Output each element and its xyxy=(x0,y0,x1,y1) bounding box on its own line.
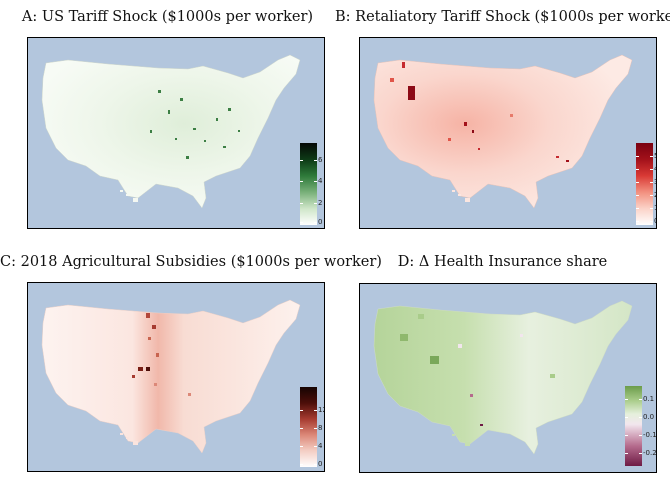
panel-c-map: 12 8 4 0 xyxy=(27,282,325,472)
legend-tick: 0 xyxy=(654,216,656,226)
panel-c-title: C: 2018 Agricultural Subsidies ($1000s p… xyxy=(0,254,382,270)
legend-tick: 4 xyxy=(318,177,323,185)
legend-tick: 8 xyxy=(318,424,323,432)
panel-d-map: 0.1 0.0 -0.1 -0.2 xyxy=(359,283,657,473)
us-map-shape xyxy=(373,300,633,455)
hawaii-islands-b xyxy=(452,190,470,202)
panel-b-title: B: Retaliatory Tariff Shock ($1000s per … xyxy=(335,9,670,25)
legend-tick: 2 xyxy=(318,199,323,207)
county-highlights-a xyxy=(150,90,240,159)
panel-a-legend: 6 4 2 0 xyxy=(300,143,324,226)
panel-c: C: 2018 Agricultural Subsidies ($1000s p… xyxy=(0,242,382,483)
legend-tick: 3 xyxy=(654,177,656,187)
legend-tick: 12 xyxy=(318,406,324,414)
panel-d: D: Δ Health Insurance share xyxy=(335,242,670,483)
county-highlights-c xyxy=(132,313,191,396)
us-map-shape xyxy=(41,299,301,454)
legend-colorbar xyxy=(625,386,642,466)
panel-b-legend: 5 4 3 2 1 0 xyxy=(636,143,656,226)
us-map-shape xyxy=(41,54,301,209)
legend-tick: -0.1 xyxy=(643,431,657,439)
legend-colorbar xyxy=(300,387,317,467)
legend-colorbar xyxy=(300,143,317,225)
county-highlights-b xyxy=(390,62,569,162)
legend-tick: 4 xyxy=(318,442,323,450)
us-choropleth-map-d xyxy=(373,300,633,455)
us-choropleth-map-c xyxy=(41,299,301,454)
county-highlights-d xyxy=(400,314,555,426)
hawaii-islands-d xyxy=(452,434,470,446)
panel-b-map: 5 4 3 2 1 0 xyxy=(359,37,657,229)
panel-d-title: D: Δ Health Insurance share xyxy=(397,254,608,270)
legend-tick: 0 xyxy=(318,218,323,226)
panel-a: A: US Tariff Shock ($1000s per worker) xyxy=(0,0,335,241)
us-choropleth-map-b xyxy=(373,54,633,209)
legend-tick: 1 xyxy=(654,203,656,213)
legend-tick: 5 xyxy=(654,151,656,161)
legend-colorbar xyxy=(636,143,653,225)
legend-tick: -0.2 xyxy=(643,449,657,457)
panel-c-legend: 12 8 4 0 xyxy=(300,387,324,468)
legend-tick: 0.1 xyxy=(643,395,655,403)
us-choropleth-map-a xyxy=(41,54,301,209)
panel-b: B: Retaliatory Tariff Shock ($1000s per … xyxy=(335,0,670,241)
panel-a-title: A: US Tariff Shock ($1000s per worker) xyxy=(21,9,314,25)
legend-tick: 0.0 xyxy=(643,413,655,421)
us-map-shape xyxy=(373,54,633,209)
hawaii-islands-a xyxy=(120,190,138,202)
hawaii-islands-c xyxy=(120,433,138,445)
legend-tick: 0 xyxy=(318,460,323,468)
legend-tick: 2 xyxy=(654,190,656,200)
panel-a-map: 6 4 2 0 xyxy=(27,37,325,229)
legend-tick: 4 xyxy=(654,164,656,174)
legend-tick: 6 xyxy=(318,156,323,164)
panel-d-legend: 0.1 0.0 -0.1 -0.2 xyxy=(625,386,657,466)
